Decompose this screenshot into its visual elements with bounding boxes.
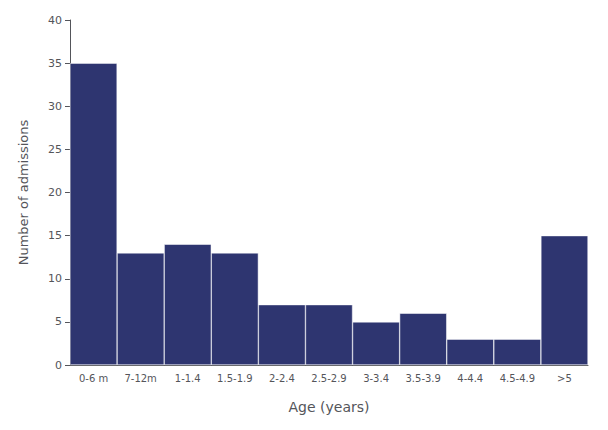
svg-text:20: 20	[48, 186, 62, 199]
svg-text:10: 10	[48, 272, 62, 285]
svg-text:4-4.4: 4-4.4	[457, 373, 483, 384]
svg-text:2.5-2.9: 2.5-2.9	[311, 373, 346, 384]
svg-text:15: 15	[48, 229, 62, 242]
svg-text:7-12m: 7-12m	[124, 373, 156, 384]
svg-text:40: 40	[48, 14, 62, 27]
svg-text:30: 30	[48, 100, 62, 113]
svg-text:25: 25	[48, 143, 62, 156]
svg-text:3.5-3.9: 3.5-3.9	[405, 373, 440, 384]
svg-text:Age (years): Age (years)	[289, 399, 370, 415]
svg-text:2-2.4: 2-2.4	[269, 373, 295, 384]
svg-text:4.5-4.9: 4.5-4.9	[500, 373, 535, 384]
svg-text:Number of admissions: Number of admissions	[16, 119, 31, 265]
svg-text:35: 35	[48, 57, 62, 70]
svg-text:3-3.4: 3-3.4	[363, 373, 389, 384]
svg-text:>5: >5	[557, 373, 572, 384]
svg-text:1.5-1.9: 1.5-1.9	[217, 373, 252, 384]
svg-text:0-6 m: 0-6 m	[79, 373, 108, 384]
svg-text:1-1.4: 1-1.4	[175, 373, 201, 384]
svg-text:0: 0	[55, 359, 62, 372]
svg-text:5: 5	[55, 315, 62, 328]
